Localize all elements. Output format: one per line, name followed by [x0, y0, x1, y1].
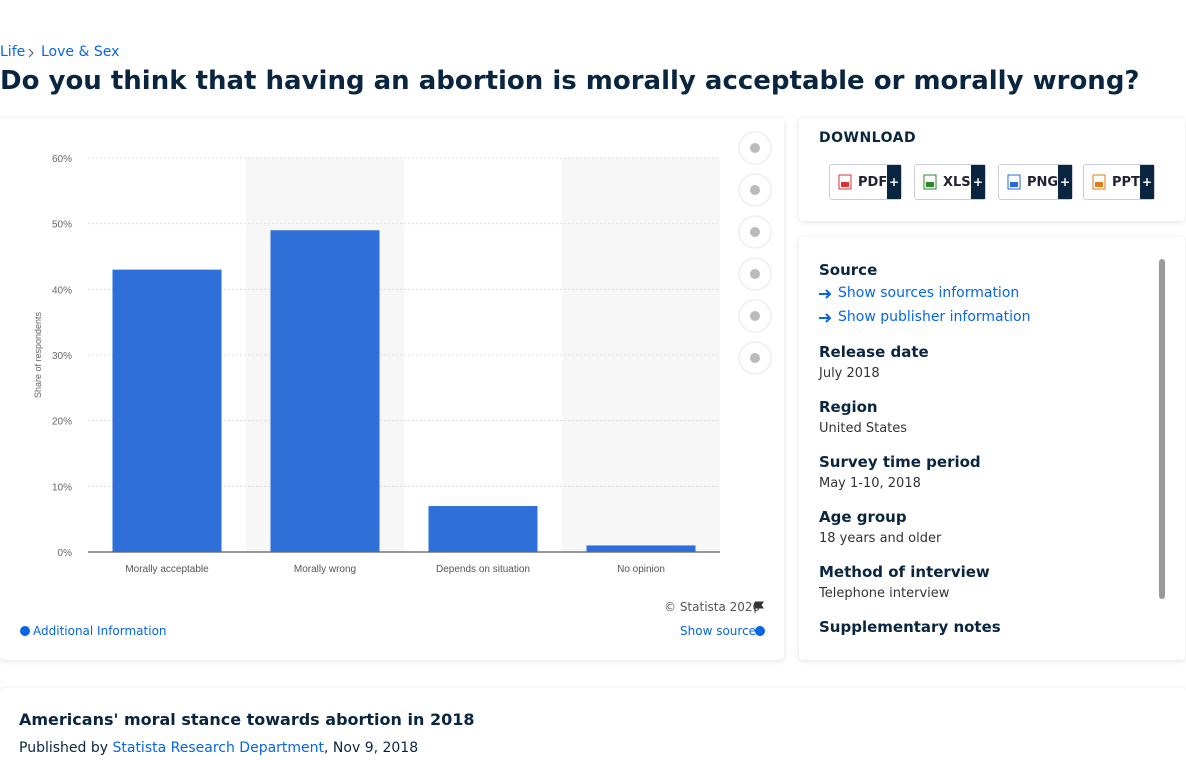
breadcrumb-link[interactable]: Life — [0, 44, 26, 60]
bar — [586, 545, 696, 552]
tool-icon — [750, 185, 760, 195]
file-icon — [838, 174, 852, 190]
download-format: PPT — [1112, 174, 1140, 190]
detail-value: United States — [819, 421, 908, 436]
published-by: Published by — [19, 740, 109, 756]
detail-label: Method of interview — [819, 563, 990, 581]
additional-information[interactable]: Additional Information — [33, 624, 167, 638]
file-icon — [1092, 174, 1106, 190]
chevron — [28, 48, 34, 58]
y-tick-label: 30% — [52, 351, 72, 362]
publish-date: , Nov 9, 2018 — [324, 740, 419, 756]
y-axis-label: Share of respondents — [33, 311, 43, 398]
arrow-icon — [819, 313, 832, 323]
y-tick-label: 60% — [52, 154, 72, 165]
download-button[interactable]: PNG + — [998, 164, 1073, 200]
download-plus[interactable]: + — [887, 165, 901, 199]
download-button[interactable]: XLS + — [914, 164, 986, 200]
download-format: PNG — [1027, 174, 1059, 190]
breadcrumb-link[interactable]: Love & Sex — [41, 44, 120, 60]
detail-value: 18 years and older — [819, 531, 942, 546]
info-icon — [755, 626, 765, 636]
download-plus[interactable]: + — [1140, 165, 1154, 199]
chart-card: 0% 10% 20% 30% 40% 50% 60% Share of respondents… — [0, 118, 784, 660]
download-format: XLS — [943, 174, 971, 190]
y-tick-label: 50% — [52, 220, 72, 231]
x-tick-label: Morally acceptable — [125, 564, 209, 575]
tool-icon — [750, 143, 760, 153]
detail-value: Telephone interview — [819, 586, 950, 601]
details-card: Source Show sources information Show publ… — [799, 237, 1185, 660]
detail-label: Survey time period — [819, 453, 981, 471]
published-line: Published by Statista Research Departmen… — [19, 740, 418, 756]
page-title: Do you think that having an abortion is … — [0, 66, 1140, 96]
footer-title: Americans' moral stance towards abortion… — [19, 710, 475, 729]
y-tick-label: 10% — [52, 482, 72, 493]
tool-icon — [750, 311, 760, 321]
scrollbar[interactable] — [1159, 259, 1165, 599]
show-source[interactable]: Show source — [680, 624, 757, 638]
tool-icon — [750, 353, 760, 363]
detail-link[interactable]: Show sources information — [838, 285, 1020, 301]
y-tick-label: 40% — [52, 285, 72, 296]
download-card: DOWNLOAD PDF + XLS + PNG + PPT + — [799, 118, 1185, 221]
download-button[interactable]: PPT + — [1083, 164, 1155, 200]
download-button[interactable]: PDF + — [829, 164, 902, 200]
download-title: DOWNLOAD — [819, 130, 917, 146]
tool-icon — [750, 269, 760, 279]
copyright: © Statista 2020 — [664, 600, 761, 614]
detail-value: July 2018 — [819, 366, 880, 381]
publisher-link[interactable]: Statista Research Department — [112, 740, 325, 756]
info-icon — [20, 626, 30, 636]
source-title: Source — [819, 261, 878, 279]
detail-label: Age group — [819, 508, 907, 526]
bar — [112, 269, 222, 552]
x-tick-label: No opinion — [617, 564, 665, 575]
y-tick-label: 0% — [58, 548, 73, 559]
detail-value: May 1-10, 2018 — [819, 476, 921, 491]
x-tick-label: Morally wrong — [294, 564, 356, 575]
tool-icon — [750, 227, 760, 237]
footer-card: Americans' moral stance towards abortion… — [0, 688, 1186, 760]
file-icon — [1007, 174, 1021, 190]
download-plus[interactable]: + — [971, 165, 985, 199]
file-icon — [923, 174, 937, 190]
detail-link[interactable]: Show publisher information — [838, 309, 1031, 325]
x-tick-label: Depends on situation — [436, 564, 530, 575]
bar — [428, 506, 538, 552]
flag-icon[interactable] — [753, 601, 765, 613]
detail-label: Release date — [819, 343, 929, 361]
download-plus[interactable]: + — [1058, 165, 1072, 199]
detail-label: Region — [819, 398, 878, 416]
y-tick-label: 20% — [52, 417, 72, 428]
bar — [270, 230, 380, 552]
download-format: PDF — [858, 174, 888, 190]
chart: 0% 10% 20% 30% 40% 50% 60% Share of respondents… — [33, 131, 772, 575]
detail-label: Supplementary notes — [819, 618, 1001, 636]
arrow-icon — [819, 289, 832, 299]
